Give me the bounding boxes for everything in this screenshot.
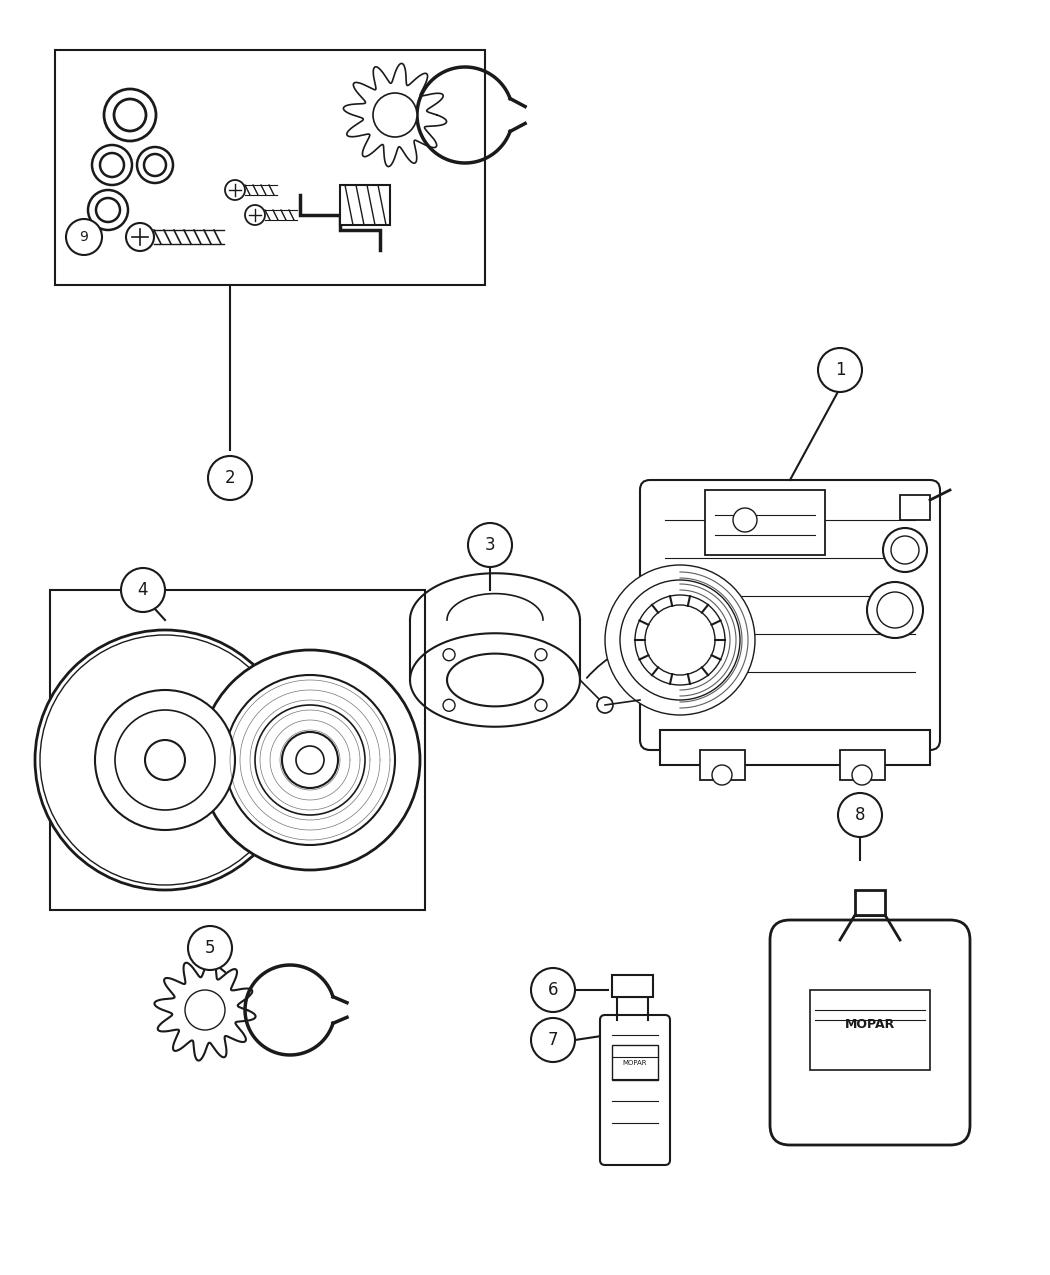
Circle shape [104,89,156,142]
Circle shape [443,649,455,660]
Bar [340,185,390,224]
Bar [900,495,930,520]
Circle shape [867,581,923,638]
Text: 3: 3 [485,536,496,555]
Circle shape [620,580,740,700]
Circle shape [443,699,455,711]
Circle shape [531,1017,575,1062]
Bar [612,1046,658,1080]
Circle shape [373,93,417,136]
Circle shape [126,223,154,251]
Bar [50,590,425,910]
Text: 5: 5 [205,938,215,958]
Circle shape [88,190,128,230]
Circle shape [635,595,724,685]
Circle shape [65,660,265,861]
Circle shape [891,536,919,564]
Circle shape [40,635,290,885]
Circle shape [94,690,235,830]
Text: 2: 2 [225,469,235,487]
Circle shape [838,793,882,836]
Circle shape [468,523,512,567]
Circle shape [852,765,872,785]
Bar [810,989,930,1070]
Circle shape [121,567,165,612]
Circle shape [597,697,613,713]
Bar [55,50,485,286]
Text: 7: 7 [548,1031,559,1049]
FancyBboxPatch shape [770,921,970,1145]
Text: 9: 9 [80,230,88,244]
Circle shape [605,565,755,715]
Circle shape [66,219,102,255]
Circle shape [883,528,927,572]
Bar [612,975,653,997]
Circle shape [136,147,173,184]
Circle shape [185,989,225,1030]
Circle shape [114,99,146,131]
Bar [855,890,885,915]
Circle shape [144,154,166,176]
Circle shape [733,507,757,532]
Text: 4: 4 [138,581,148,599]
Circle shape [534,649,547,660]
Circle shape [145,740,185,780]
Circle shape [47,643,284,878]
Circle shape [225,180,245,200]
Bar [660,731,930,765]
Circle shape [225,674,395,845]
Circle shape [200,650,420,870]
Circle shape [282,732,338,788]
Circle shape [100,153,124,177]
Text: 1: 1 [835,361,845,379]
Circle shape [188,926,232,970]
Circle shape [208,456,252,500]
FancyBboxPatch shape [600,1015,670,1165]
Circle shape [818,348,862,391]
Text: 8: 8 [855,806,865,824]
Circle shape [531,968,575,1012]
Bar [840,750,885,780]
Circle shape [645,606,715,674]
FancyBboxPatch shape [640,479,940,750]
Text: 6: 6 [548,980,559,1000]
Circle shape [296,746,324,774]
Circle shape [35,630,295,890]
Circle shape [96,198,120,222]
Circle shape [92,145,132,185]
Circle shape [116,710,215,810]
Text: MOPAR: MOPAR [623,1060,647,1066]
Circle shape [712,765,732,785]
Circle shape [245,205,265,224]
Circle shape [534,699,547,711]
Text: MOPAR: MOPAR [845,1019,895,1031]
Bar [700,750,746,780]
Circle shape [255,705,365,815]
Bar [705,490,825,555]
Circle shape [75,669,255,850]
Circle shape [55,650,275,870]
Circle shape [877,592,914,629]
